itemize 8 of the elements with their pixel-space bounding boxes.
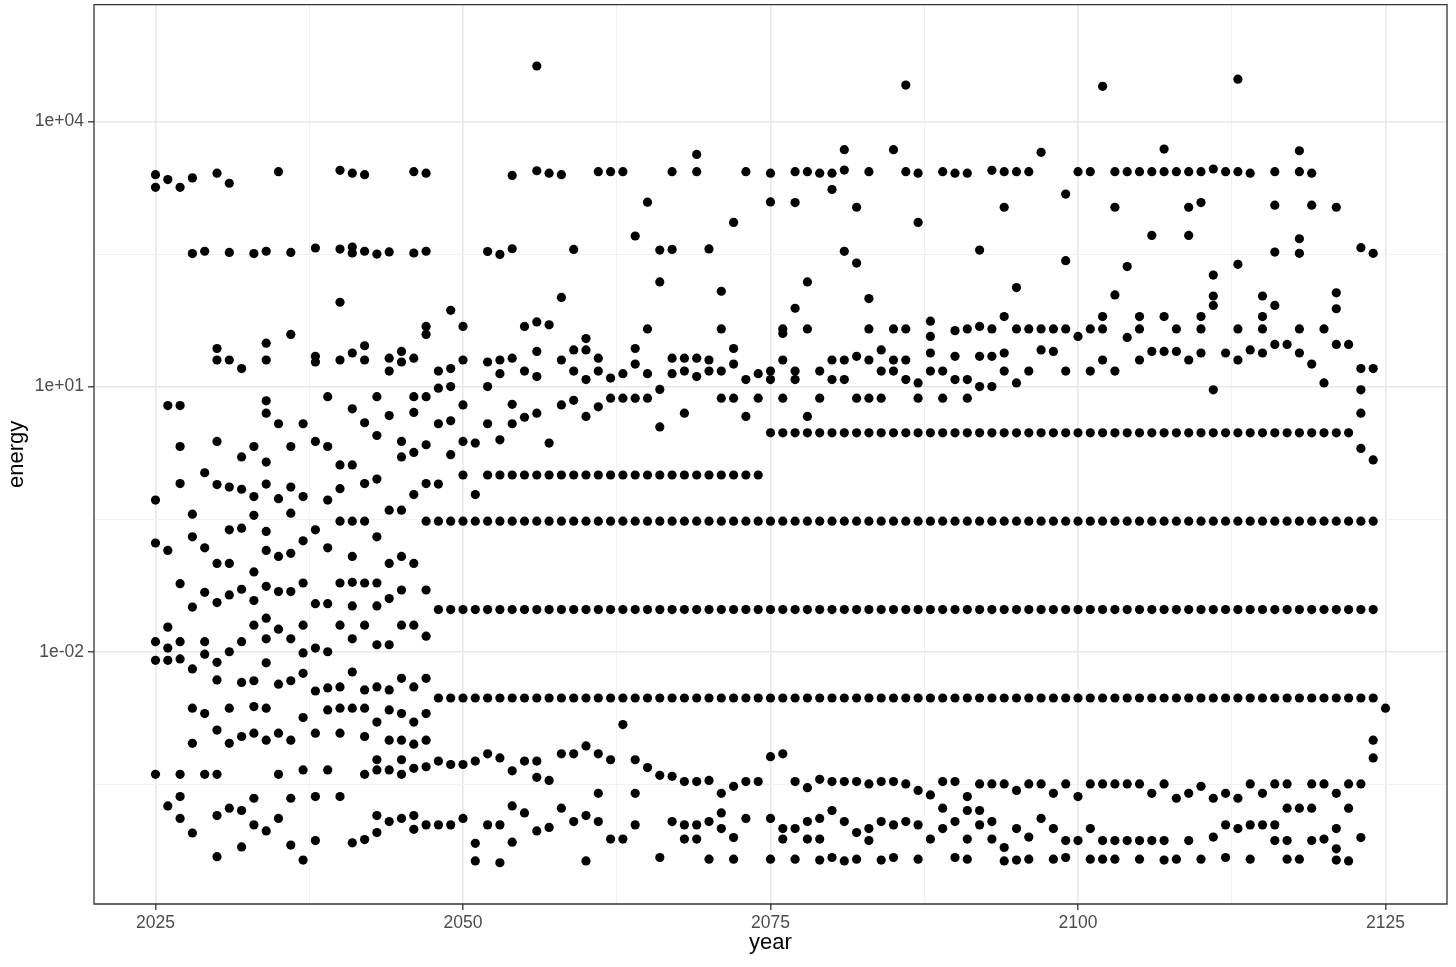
y-axis-title: energy (3, 420, 29, 488)
y-tick-label: 1e-02 (39, 640, 84, 661)
y-tick-label: 1e+01 (34, 375, 84, 396)
x-tick-label: 2125 (1366, 912, 1405, 933)
y-tick-label: 1e+04 (34, 110, 85, 131)
x-tick-label: 2100 (1058, 912, 1098, 933)
x-tick-label: 2050 (443, 912, 483, 933)
x-tick-label: 2025 (136, 912, 175, 933)
